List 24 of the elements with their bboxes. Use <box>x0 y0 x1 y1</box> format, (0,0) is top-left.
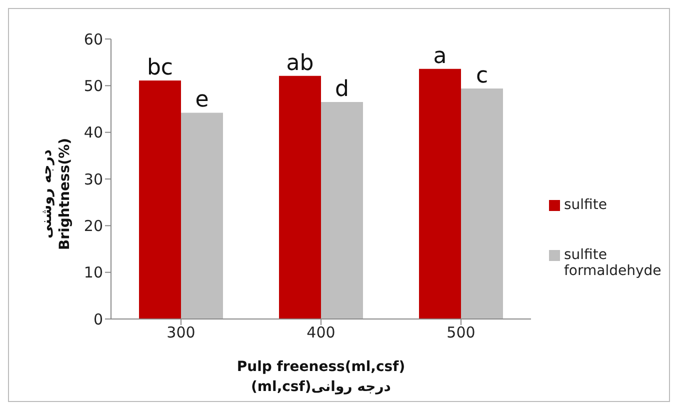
bar <box>321 102 363 319</box>
bar <box>181 112 223 319</box>
x-tick-label: 300 <box>166 324 196 342</box>
y-tick-label: 50 <box>84 76 103 95</box>
bar <box>279 76 321 319</box>
legend-label: sulfite <box>564 197 607 213</box>
y-tick-label: 60 <box>84 30 103 48</box>
annotation: ab <box>286 50 314 76</box>
y-tick-label: 40 <box>84 124 103 142</box>
y-tick-label: 10 <box>84 264 103 282</box>
annotation: bc <box>146 56 174 81</box>
bar <box>419 68 461 319</box>
bar <box>461 88 503 319</box>
bar <box>139 80 181 319</box>
y-tick-label: 20 <box>84 216 103 235</box>
legend-label: sulfite formaldehyde <box>564 247 662 279</box>
annotation: c <box>476 63 488 88</box>
annotation: d <box>335 77 349 102</box>
y-tick-label: 30 <box>84 170 103 188</box>
annotation: e <box>195 88 209 113</box>
annotation: a <box>433 44 447 69</box>
x-tick-label: 400 <box>306 324 336 342</box>
y-tick-label: 0 <box>93 310 103 328</box>
x-tick-label: 500 <box>446 324 476 342</box>
